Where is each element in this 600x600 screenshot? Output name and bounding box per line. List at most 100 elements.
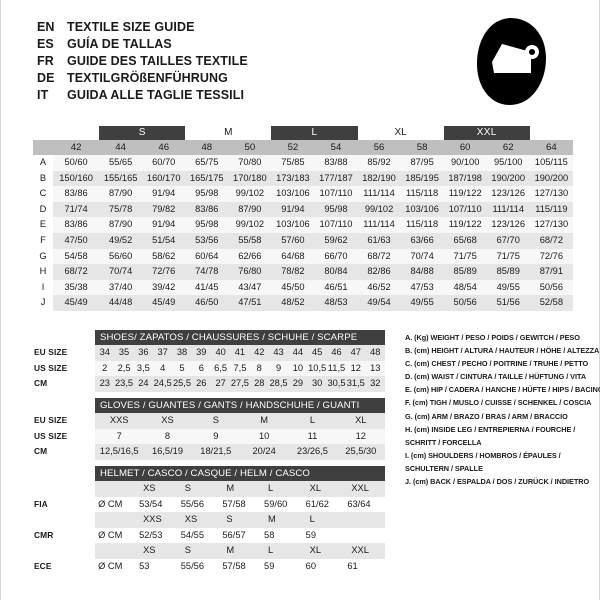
gloves-cell: L [288,413,337,429]
size-header-cell: 46 [142,140,186,155]
helmet-size-row: XS S M L XL XXL [33,481,385,497]
gloves-cell: 16,5/19 [143,444,192,460]
helmet-standard-label: ECE [33,558,96,574]
table-row: J 45/49 44/48 45/49 46/50 47/51 48/52 48/53 49/5… [33,295,573,311]
measurement-cell: 55/65 [99,155,143,171]
shoes-cell: 42 [249,345,269,361]
shoes-cell: 24,5 [153,376,173,392]
measurement-cell: 49/55 [400,295,444,311]
shoes-row-label: EU SIZE [33,345,96,361]
measurement-cell: 85/89 [443,264,487,280]
measurement-cell: 60/64 [185,248,229,265]
measurement-cell: 70/74 [99,264,143,280]
helmet-size-cell: XS [135,481,177,497]
size-band-empty [529,126,573,140]
shoes-cell: 48 [365,345,385,361]
shoes-cell: 5 [172,360,192,376]
measurement-row-label: D [39,203,47,214]
size-header-cell: 44 [99,140,143,155]
helmet-value-cell: 55/56 [176,496,219,512]
gloves-cell: 20/24 [239,444,289,460]
measurement-cell: 68/72 [357,248,401,265]
helmet-unit-label: Ø CM [95,496,136,512]
measurement-cell: 87/95 [400,155,444,171]
measurement-cell: 119/122 [443,217,487,233]
measurement-cell: 127/130 [529,217,573,233]
size-header-cell: 54 [314,140,358,155]
measurement-cell: 60/70 [142,155,186,171]
helmet-size-row: XXS XS S M L [33,512,385,528]
helmet-size-row: XS S M L XL XXL [33,543,385,559]
measurement-cell: 75/85 [271,155,315,171]
measurement-cell: 115/118 [400,217,444,233]
helmet-value-row: FIA Ø CM 53/54 55/56 57/58 59/60 61/62 63/64 [33,496,385,512]
size-header-cell: 56 [357,140,401,155]
helmet-size-cell: S [176,481,219,497]
language-text-es: GUÍA DE TALLAS [67,37,172,51]
legend-line: SCHULTERN / SPALLE [405,463,483,473]
shoes-row: CM 23 23,5 24 24,5 25,5 26 27 27,5 28 28,5 29 30 30,5… [33,376,385,392]
measurement-cell: 119/122 [443,186,487,202]
helmet-value-cell: 63/64 [343,496,385,512]
shoes-row-label: US SIZE [33,360,96,376]
language-text-de: TEXTILGRÖßENFÜHRUNG [67,71,228,85]
measurement-row-label: C [39,188,47,199]
measurement-cell: 87/91 [529,264,573,280]
shoes-cell: 40 [210,345,231,361]
shoes-cell: 10,5 [307,360,327,376]
helmet-value-cell: 59/60 [260,496,302,512]
shoes-cell: 45 [307,345,327,361]
measurement-cell: 44/48 [99,295,143,311]
measurement-cell: 165/175 [185,170,229,187]
measurement-cell: 150/160 [53,170,100,187]
shoes-cell: 25,5 [172,376,192,392]
shoes-cell: 11,5 [326,360,347,376]
shoes-cell: 35 [114,345,134,361]
gloves-cell: 7 [95,428,144,444]
table-row: G 54/58 56/60 58/62 60/64 62/66 64/68 66/70 68/7… [33,248,573,265]
helmet-section: HELMET / CASCO / CASQUE / HELM / CASCO X… [33,466,447,574]
gloves-section: GLOVES / GUANTES / GANTS / HANDSCHUHE / … [33,398,447,460]
legend-line: B. (cm) HEIGHT / ALTURA / HAUTEUR / HÖHE… [405,346,600,356]
table-row: I 35/38 37/40 39/42 41/45 43/47 45/50 46/51 46/5… [33,279,573,296]
measurement-cell: 160/170 [142,170,186,187]
measurement-cell: 182/190 [357,170,401,187]
gloves-title: GLOVES / GUANTES / GANTS / HANDSCHUHE / … [95,398,385,413]
measurement-cell: 83/86 [53,186,100,202]
shoes-cell: 7,5 [230,360,250,376]
measurement-cell: 123/126 [486,217,530,233]
helmet-value-cell: 61/62 [301,496,344,512]
legend-line: G. (cm) ARM / BRAZO / BRAS / ARM / BRACC… [405,411,568,421]
measurement-cell: 49/54 [357,295,401,311]
shoes-row: US SIZE 2 2,5 3,5 4 5 6 6,5 7,5 8 9 10 10,5 11,5 12 13 [33,360,385,376]
measurement-cell: 177/187 [314,170,358,187]
size-number-row: 42 44 46 48 50 52 54 56 58 60 62 64 [33,140,573,155]
measurement-cell: 91/94 [142,217,186,233]
measurement-cell: 103/106 [271,217,315,233]
measurement-legend: A. (Kg) WEIGHT / PESO / POIDS / GEWITCH … [405,331,600,488]
main-size-table: S M L XL XXL 42 44 46 48 50 52 54 56 58 60 62 64 A 50/60… [33,126,573,311]
helmet-size-cell: L [260,543,302,559]
measurement-cell: 90/100 [443,155,487,171]
shoes-cell: 47 [346,345,366,361]
measurement-cell: 127/130 [529,186,573,202]
measurement-cell: 85/89 [486,264,530,280]
size-header-cell: 42 [53,140,100,155]
measurement-cell: 72/76 [529,248,573,265]
helmet-size-cell: M [260,512,302,528]
language-code-es: ES [37,37,54,51]
measurement-cell: 95/98 [314,201,358,218]
measurement-cell: 70/74 [400,248,444,265]
measurement-cell: 35/38 [53,279,100,296]
measurement-cell: 111/114 [486,201,530,218]
measurement-cell: 190/200 [486,170,530,187]
helmet-value-cell: 53/54 [135,496,177,512]
helmet-value-cell: 60 [301,558,344,574]
measurement-cell: 95/98 [185,186,229,202]
table-row: A 50/60 55/65 60/70 65/75 70/80 75/85 83/88 85/9… [33,155,573,171]
shoes-cell: 6,5 [210,360,231,376]
helmet-size-cell: XXL [343,543,385,559]
helmet-size-cell: S [176,543,219,559]
measurement-cell: 48/53 [314,295,358,311]
measurement-cell: 78/82 [271,264,315,280]
